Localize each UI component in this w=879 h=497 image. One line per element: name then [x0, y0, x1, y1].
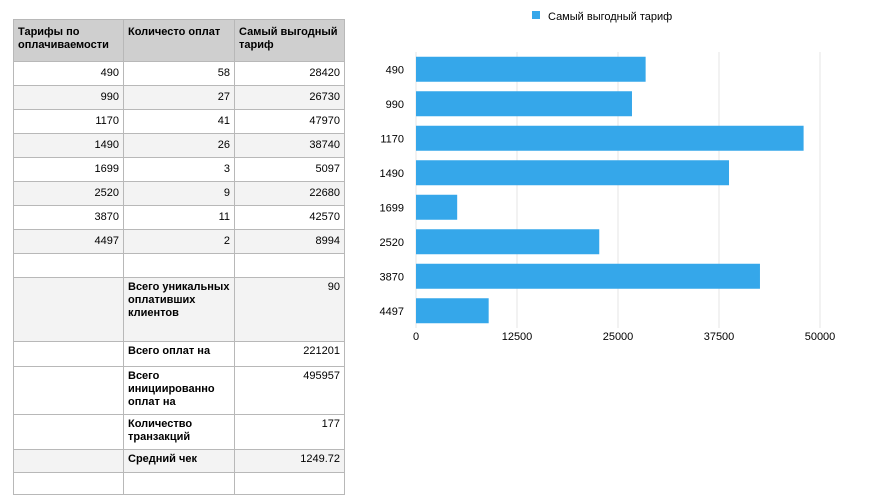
data-table-container: Тарифы по оплачиваемости Количесто оплат… — [13, 19, 345, 495]
data-table: Тарифы по оплачиваемости Количесто оплат… — [13, 19, 345, 495]
table-cell[interactable]: 990 — [13, 85, 124, 110]
table-cell[interactable]: 5097 — [234, 157, 345, 182]
table-row: 490 58 28420 — [13, 61, 345, 86]
x-axis-ticks: 0 12500 25000 37500 50000 — [413, 331, 835, 343]
table-cell[interactable]: 38740 — [234, 133, 345, 158]
table-cell[interactable]: 2 — [123, 229, 235, 254]
table-row: 1170 41 47970 — [13, 109, 345, 134]
table-cell[interactable]: 9 — [123, 181, 235, 206]
bar[interactable] — [416, 91, 632, 117]
table-cell-empty[interactable] — [13, 472, 124, 495]
table-cell-empty[interactable] — [13, 277, 124, 342]
table-row-empty — [13, 472, 345, 495]
table-cell-empty[interactable] — [13, 341, 124, 367]
table-cell-empty[interactable] — [13, 449, 124, 473]
summary-row-transactions: Количество транзакций 177 — [13, 414, 345, 450]
legend-swatch — [532, 11, 540, 19]
bar[interactable] — [416, 194, 458, 220]
summary-value[interactable]: 90 — [234, 277, 345, 342]
summary-row-unique-clients: Всего уникальных оплативших клиентов 90 — [13, 277, 345, 342]
table-cell[interactable]: 3 — [123, 157, 235, 182]
table-cell[interactable]: 26 — [123, 133, 235, 158]
table-row: 1699 3 5097 — [13, 157, 345, 182]
summary-value[interactable]: 177 — [234, 414, 345, 450]
table-row: 3870 11 42570 — [13, 205, 345, 230]
table-row: 1490 26 38740 — [13, 133, 345, 158]
table-cell-empty[interactable] — [13, 253, 124, 278]
y-category-label: 1490 — [380, 168, 404, 180]
y-category-label: 490 — [386, 64, 404, 76]
table-cell-empty[interactable] — [234, 253, 345, 278]
table-cell[interactable]: 490 — [13, 61, 124, 86]
bar[interactable] — [416, 229, 600, 255]
bar[interactable] — [416, 56, 646, 82]
table-cell-empty[interactable] — [13, 414, 124, 450]
y-category-label: 4497 — [380, 306, 404, 318]
table-cell[interactable]: 41 — [123, 109, 235, 134]
table-cell[interactable]: 3870 — [13, 205, 124, 230]
x-tick-label: 12500 — [502, 331, 533, 343]
table-cell[interactable]: 58 — [123, 61, 235, 86]
x-tick-label: 37500 — [704, 331, 735, 343]
summary-label[interactable]: Всего оплат на — [123, 341, 235, 367]
y-axis-labels: 490 990 1170 1490 1699 2520 3870 4497 — [380, 64, 404, 318]
summary-value[interactable]: 1249.72 — [234, 449, 345, 473]
table-cell[interactable]: 47970 — [234, 109, 345, 134]
bar[interactable] — [416, 298, 489, 324]
y-category-label: 1699 — [380, 202, 404, 214]
header-cell-tariff[interactable]: Тарифы по оплачиваемости — [13, 19, 124, 62]
bar-chart: Самый выгодный тариф 490 990 1170 1490 1699 2… — [380, 11, 835, 343]
y-category-label: 3870 — [380, 271, 404, 283]
table-cell-empty[interactable] — [13, 366, 124, 415]
summary-row-total-payments: Всего оплат на 221201 — [13, 341, 345, 367]
bar[interactable] — [416, 160, 730, 186]
y-category-label: 1170 — [380, 133, 404, 145]
y-category-label: 990 — [386, 99, 404, 111]
bar[interactable] — [416, 125, 804, 151]
table-cell[interactable]: 28420 — [234, 61, 345, 86]
table-cell[interactable]: 1490 — [13, 133, 124, 158]
summary-value[interactable]: 495957 — [234, 366, 345, 415]
table-row-empty — [13, 253, 345, 278]
table-cell[interactable]: 1170 — [13, 109, 124, 134]
legend-label: Самый выгодный тариф — [548, 11, 672, 23]
summary-value[interactable]: 221201 — [234, 341, 345, 367]
summary-row-initiated-payments: Всего инициированно оплат на 495957 — [13, 366, 345, 415]
y-category-label: 2520 — [380, 237, 404, 249]
table-cell-empty[interactable] — [123, 472, 235, 495]
summary-row-average-check: Средний чек 1249.72 — [13, 449, 345, 473]
summary-label[interactable]: Количество транзакций — [123, 414, 235, 450]
x-tick-label: 0 — [413, 331, 419, 343]
table-row: 4497 2 8994 — [13, 229, 345, 254]
table-cell[interactable]: 42570 — [234, 205, 345, 230]
table-cell[interactable]: 11 — [123, 205, 235, 230]
summary-label[interactable]: Всего уникальных оплативших клиентов — [123, 277, 235, 342]
header-cell-payment-count[interactable]: Количесто оплат — [123, 19, 235, 62]
table-cell[interactable]: 26730 — [234, 85, 345, 110]
x-tick-label: 50000 — [805, 331, 836, 343]
chart-bars — [416, 56, 804, 324]
table-row: 2520 9 22680 — [13, 181, 345, 206]
summary-label[interactable]: Всего инициированно оплат на — [123, 366, 235, 415]
table-cell[interactable]: 4497 — [13, 229, 124, 254]
table-cell[interactable]: 27 — [123, 85, 235, 110]
chart-legend[interactable]: Самый выгодный тариф — [532, 11, 672, 23]
summary-label[interactable]: Средний чек — [123, 449, 235, 473]
table-cell-empty[interactable] — [123, 253, 235, 278]
table-cell[interactable]: 22680 — [234, 181, 345, 206]
bar[interactable] — [416, 263, 760, 289]
x-tick-label: 25000 — [603, 331, 634, 343]
table-cell-empty[interactable] — [234, 472, 345, 495]
header-cell-best-tariff[interactable]: Самый выгодный тариф — [234, 19, 345, 62]
table-cell[interactable]: 8994 — [234, 229, 345, 254]
table-cell[interactable]: 2520 — [13, 181, 124, 206]
table-row: 990 27 26730 — [13, 85, 345, 110]
table-header-row: Тарифы по оплачиваемости Количесто оплат… — [13, 19, 345, 62]
table-cell[interactable]: 1699 — [13, 157, 124, 182]
